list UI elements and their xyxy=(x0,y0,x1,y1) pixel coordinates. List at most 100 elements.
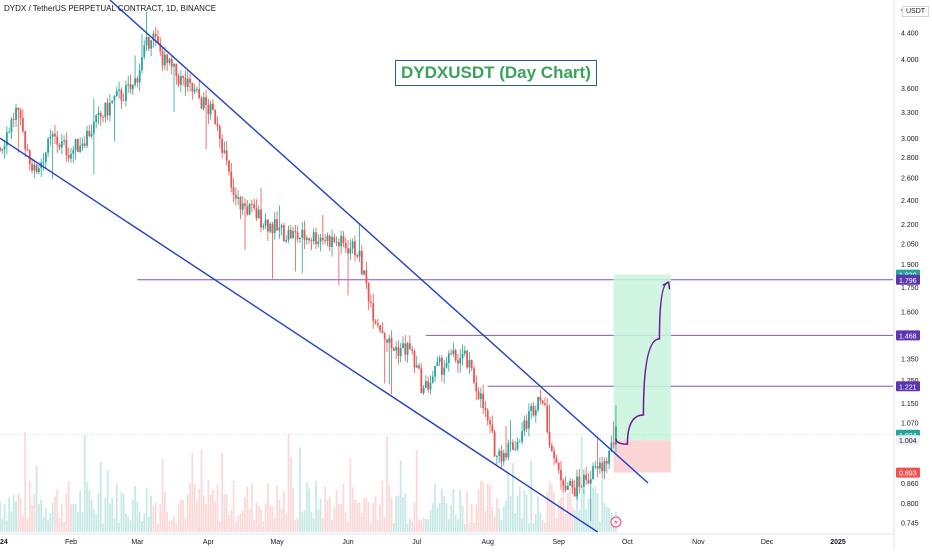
x-tick-label: 2025 xyxy=(830,539,846,546)
candle-body xyxy=(244,203,246,207)
volume-bar xyxy=(145,488,148,532)
candle-body xyxy=(459,357,462,364)
candle-body xyxy=(548,431,551,446)
x-tick-label: Oct xyxy=(622,539,633,546)
candle-body xyxy=(193,89,196,92)
volume-bar xyxy=(198,488,201,532)
candle-body xyxy=(477,391,480,400)
volume-bar xyxy=(81,511,84,532)
candle-body xyxy=(56,136,59,145)
chart-title: DYDXUSDT (Day Chart) xyxy=(395,60,597,86)
volume-bar xyxy=(539,512,542,532)
candle-body xyxy=(267,219,269,232)
candle-body xyxy=(113,95,116,101)
candle-body xyxy=(262,225,265,228)
volume-bar xyxy=(436,507,439,532)
volume-bar xyxy=(379,504,381,532)
candle-body xyxy=(408,343,411,350)
candle-body xyxy=(225,150,228,161)
level-price-badge: 1.796 xyxy=(899,278,917,285)
volume-bar xyxy=(147,516,150,532)
candle-body xyxy=(173,63,175,67)
candle-body xyxy=(92,121,95,134)
volume-bar xyxy=(3,504,6,532)
candle-body xyxy=(21,117,24,132)
candle-body xyxy=(186,78,189,87)
volume-bar xyxy=(557,501,560,532)
candles-layer xyxy=(0,11,617,522)
candle-body xyxy=(106,102,109,116)
candle-body xyxy=(289,229,292,239)
stop-zone xyxy=(613,440,671,473)
candle-body xyxy=(441,357,443,375)
volume-bar xyxy=(532,523,535,532)
volume-bar xyxy=(473,523,475,532)
candle-body xyxy=(379,325,381,331)
candle-body xyxy=(19,110,22,118)
candle-body xyxy=(564,485,567,490)
volume-bar xyxy=(51,502,54,532)
candle-body xyxy=(502,452,505,462)
volume-bar xyxy=(321,518,324,532)
candle-body xyxy=(129,84,132,90)
volume-bar xyxy=(157,523,159,532)
candle-body xyxy=(413,350,416,368)
y-tick-label: 2.400 xyxy=(901,198,919,205)
candle-body xyxy=(500,450,503,462)
candle-body xyxy=(138,70,141,83)
volume-bar xyxy=(388,485,391,532)
y-tick-label: 1.350 xyxy=(901,357,919,364)
candle-body xyxy=(363,270,365,275)
volume-bar xyxy=(594,486,597,532)
candle-body xyxy=(315,232,317,245)
y-tick-label: 3.600 xyxy=(901,86,919,93)
volume-bar xyxy=(608,507,610,532)
candle-body xyxy=(580,486,583,488)
candle-body xyxy=(35,164,38,173)
candle-body xyxy=(152,33,155,41)
candle-body xyxy=(79,146,82,152)
y-tick-label: 2.600 xyxy=(901,176,919,183)
candle-body xyxy=(269,223,272,232)
volume-bar xyxy=(390,498,393,532)
y-tick-label: 2.050 xyxy=(901,241,919,248)
candle-body xyxy=(406,343,409,355)
volume-bar xyxy=(1,518,4,532)
candle-body xyxy=(72,149,75,154)
candle-body xyxy=(287,229,290,240)
volume-bar xyxy=(292,487,294,532)
volume-bar xyxy=(576,481,578,532)
volume-bar xyxy=(587,498,590,532)
candle-body xyxy=(569,481,572,486)
candle-body xyxy=(127,84,130,86)
candle-body xyxy=(17,107,20,111)
symbol-header[interactable]: DYDX / TetherUS PERPETUAL CONTRACT, 1D, … xyxy=(4,4,217,13)
level-price-badge-bg xyxy=(896,274,920,285)
candle-body xyxy=(161,51,164,66)
candle-body xyxy=(365,270,368,284)
volume-bar xyxy=(122,494,125,532)
candle-body xyxy=(466,350,469,368)
volume-bar xyxy=(564,513,567,532)
candle-body xyxy=(411,349,414,351)
lightning-icon xyxy=(613,518,618,526)
volume-bar xyxy=(143,513,146,532)
volume-bar xyxy=(33,493,36,532)
volume-bar xyxy=(372,503,375,532)
volume-bar xyxy=(19,498,22,532)
candle-body xyxy=(321,237,324,241)
volume-bar xyxy=(232,480,235,532)
volume-bar xyxy=(484,510,487,532)
volume-bar xyxy=(95,514,98,532)
volume-bar xyxy=(555,518,558,532)
volume-bar xyxy=(420,520,423,532)
volume-bar xyxy=(283,491,285,532)
volume-bar xyxy=(461,506,464,532)
trendline-upper xyxy=(109,0,649,484)
volume-bar xyxy=(431,503,434,532)
volume-bar xyxy=(427,519,430,532)
candle-body xyxy=(102,116,104,118)
x-tick-label: Apr xyxy=(203,539,215,546)
candle-body xyxy=(47,138,49,153)
